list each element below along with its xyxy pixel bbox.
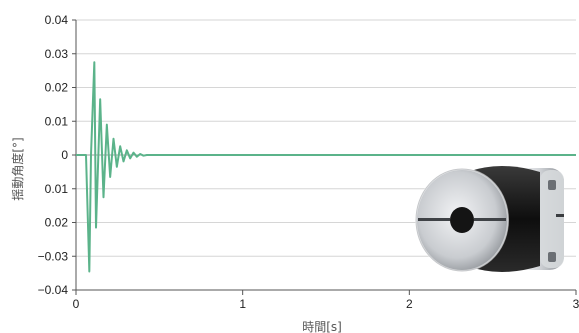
coupling-bore [450, 207, 474, 233]
x-tick-label: 0 [73, 297, 80, 311]
coupling-slit-left [418, 218, 450, 221]
coupling-screw-bottom [548, 252, 556, 262]
y-tick-label: 0.02 [45, 81, 69, 95]
coupling-photo [415, 166, 564, 272]
y-axis-label: 揺動角度[°] [10, 137, 25, 200]
x-tick-label: 3 [573, 297, 579, 311]
y-tick-label: 0.02 [45, 216, 69, 230]
y-tick-label: −0.04 [38, 283, 69, 297]
series-line [76, 61, 576, 273]
coupling-slit-right [556, 214, 564, 217]
x-tick-label: 2 [406, 297, 413, 311]
x-tick-label: 1 [239, 297, 246, 311]
series [76, 61, 576, 273]
coupling-right-face [540, 170, 564, 268]
y-tick-label: 0 [61, 148, 68, 162]
axes [72, 19, 577, 295]
x-axis-label: 時間[s] [302, 320, 342, 333]
y-tick-label: −0.03 [38, 249, 69, 263]
y-tick-label: 0.01 [45, 114, 69, 128]
y-tick-labels: 0.04 0.03 0.02 0.01 0 0.01 0.02 −0.03 −0.04 [38, 13, 69, 297]
coupling-screw-top [548, 180, 556, 190]
coupling-rim [415, 168, 509, 272]
y-tick-label: 0.04 [45, 13, 69, 27]
y-tick-label: 0.03 [45, 47, 69, 61]
x-tick-labels: 0 1 2 3 [73, 297, 579, 311]
y-tick-label: 0.01 [45, 182, 69, 196]
coupling-slit-left-2 [474, 218, 506, 221]
